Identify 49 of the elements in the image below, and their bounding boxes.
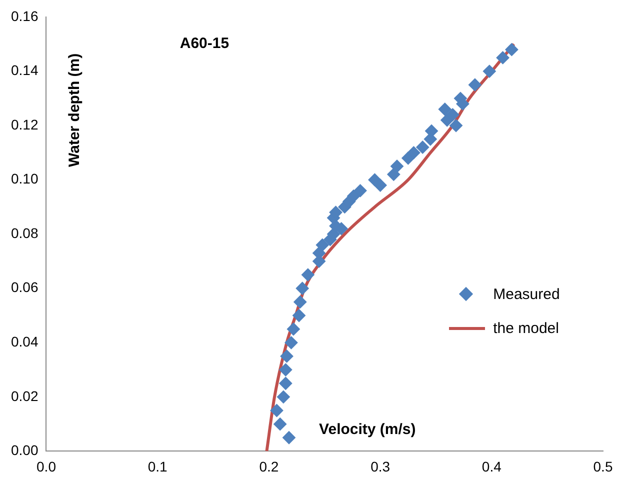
point [296, 282, 309, 295]
point [301, 268, 314, 282]
point [425, 124, 438, 138]
legend-label: the model [493, 320, 559, 338]
point [274, 418, 287, 431]
y-tick-label: 0.06 [11, 279, 38, 296]
x-tick-label: 0.4 [482, 458, 502, 474]
y-tick-label: 0.02 [11, 388, 38, 404]
point [279, 376, 292, 390]
point [374, 178, 387, 192]
point [347, 190, 360, 203]
y-tick-label: 0.16 [11, 8, 38, 24]
x-tick-label: 0.2 [259, 458, 279, 474]
point [496, 51, 510, 64]
point [482, 64, 496, 78]
point [292, 309, 306, 322]
x-tick-label: 0.1 [148, 458, 168, 474]
y-tick-label: 0.04 [11, 334, 38, 350]
point [279, 363, 292, 376]
y-tick-label: 0.12 [11, 116, 38, 132]
x-tick-label: 0.3 [370, 458, 390, 474]
point [282, 431, 296, 444]
point [438, 102, 452, 116]
point [270, 404, 284, 417]
point [354, 184, 367, 198]
point [450, 119, 463, 132]
point [280, 350, 294, 363]
x-axis-title: Velocity (m/s) [319, 421, 416, 438]
point [407, 146, 420, 160]
point [294, 295, 307, 308]
point [284, 336, 298, 350]
legend-label: Measured [493, 286, 560, 304]
point [276, 390, 290, 404]
point [316, 238, 329, 252]
annotation: A60-15 [180, 35, 230, 52]
point [416, 140, 430, 154]
y-axis-title: Water depth (m) [66, 53, 84, 167]
x-tick-label: 0.5 [593, 458, 613, 474]
point [505, 43, 518, 56]
point [387, 168, 400, 181]
point [286, 322, 300, 336]
y-tick-label: 0.00 [11, 442, 38, 458]
point [390, 160, 404, 173]
y-tick-label: 0.10 [11, 170, 38, 187]
point [468, 78, 482, 92]
x-tick-label: 0.0 [36, 458, 56, 474]
point [446, 108, 460, 122]
y-tick-label: 0.14 [11, 62, 38, 78]
y-tick-label: 0.08 [11, 224, 38, 241]
